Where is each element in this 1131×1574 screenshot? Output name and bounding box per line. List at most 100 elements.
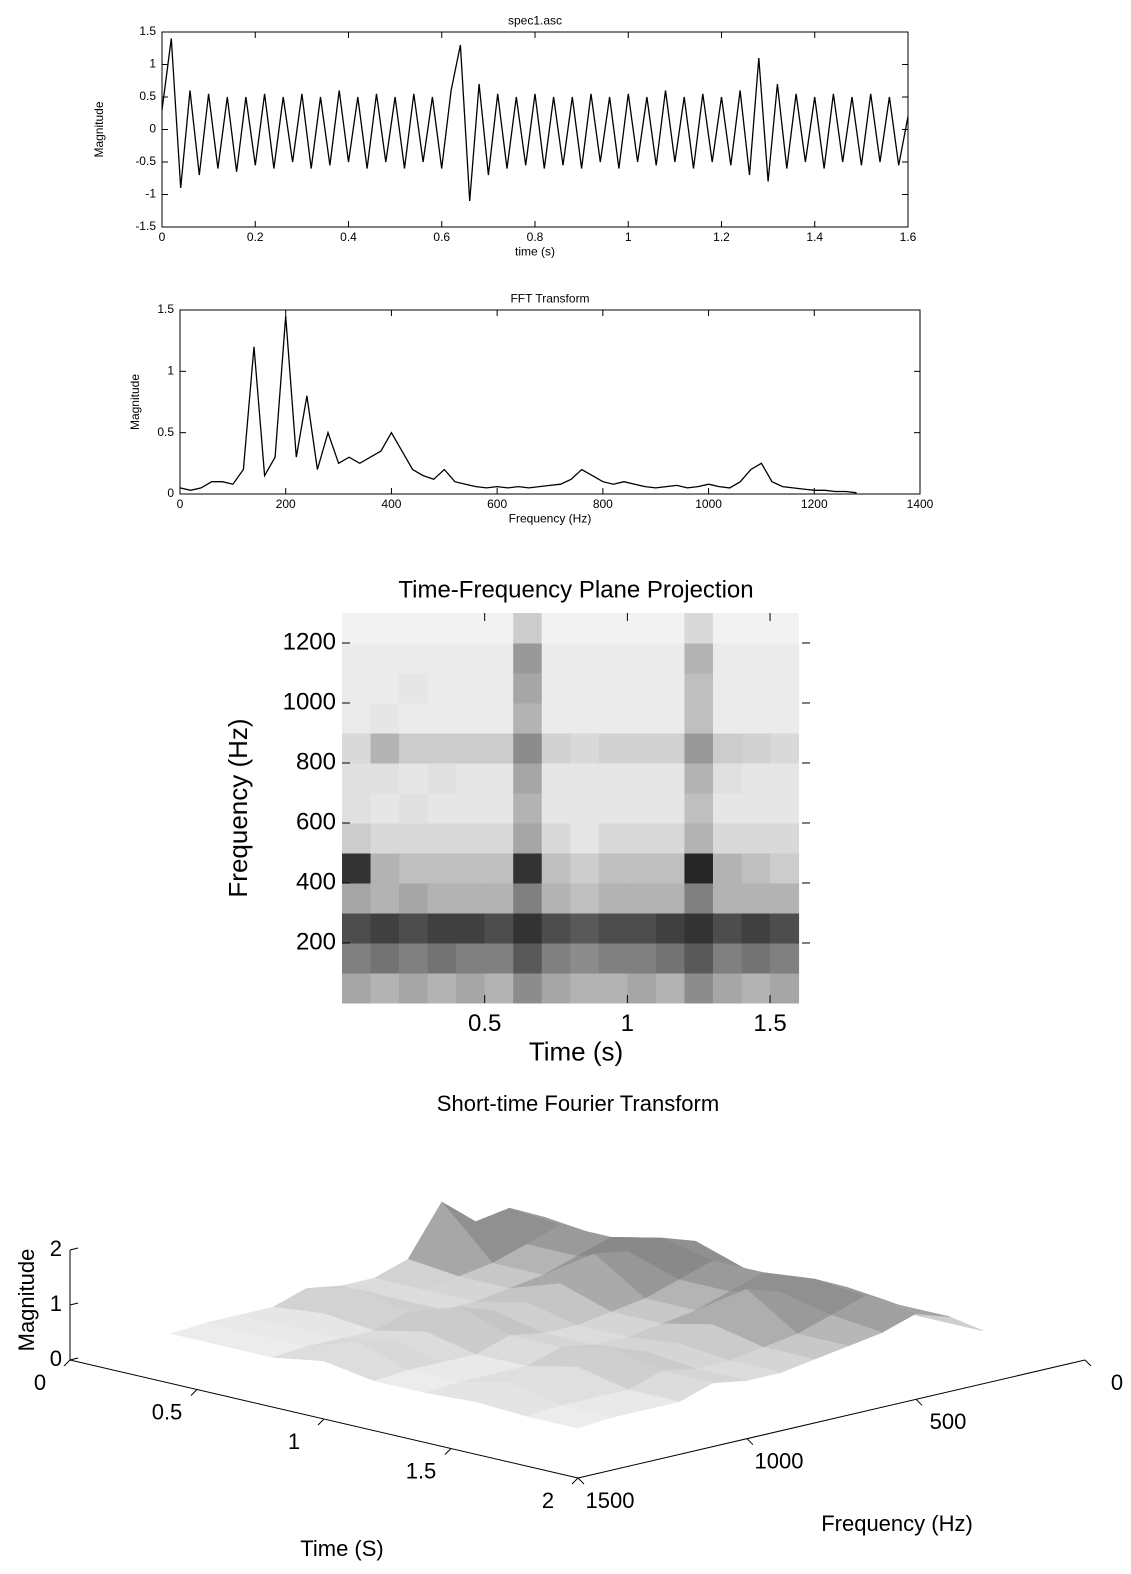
magnitude-tick	[69, 1357, 79, 1361]
heat-cell	[456, 673, 486, 704]
x-tick-label: 1200	[801, 497, 828, 511]
heat-cell	[770, 823, 800, 854]
heat-cell	[627, 913, 657, 944]
heat-cell	[399, 703, 429, 734]
magnitude-tick-label: 1	[50, 1291, 62, 1316]
heat-cell	[484, 613, 514, 644]
heat-cell	[655, 793, 685, 824]
heat-cell	[684, 913, 714, 944]
x-tick-label: 0.4	[340, 230, 357, 244]
x-tick-label: 0	[159, 230, 166, 244]
heat-cell	[712, 973, 743, 1004]
plot-frame	[179, 309, 921, 495]
x-tick-label: 1.2	[713, 230, 730, 244]
heat-cell	[770, 703, 800, 734]
heat-cell	[570, 613, 600, 644]
heat-cell	[627, 793, 657, 824]
heat-cell	[598, 733, 628, 764]
time-tick-label: 0	[34, 1370, 46, 1395]
heat-cell	[370, 973, 400, 1004]
heat-cell	[570, 673, 600, 704]
heat-cell	[627, 853, 657, 884]
magnitude-tick	[69, 1302, 79, 1306]
heat-cell	[627, 883, 657, 914]
heat-cell	[570, 733, 600, 764]
heat-cell	[712, 703, 743, 734]
heat-cell	[541, 733, 571, 764]
heat-cell	[399, 823, 429, 854]
x-tick-label: 0.6	[433, 230, 450, 244]
heat-cell	[342, 973, 372, 1004]
heat-cell	[598, 973, 628, 1004]
heat-cell	[598, 673, 628, 704]
heat-cell	[741, 883, 771, 914]
heat-cell	[484, 643, 514, 674]
heat-cell	[513, 913, 543, 944]
heat-cell	[427, 733, 457, 764]
heat-cell	[370, 823, 400, 854]
y-tick-label: 1	[149, 57, 156, 71]
heat-cell	[456, 913, 486, 944]
heat-cell	[484, 913, 514, 944]
heat-cell	[712, 763, 743, 794]
heat-cell	[399, 853, 429, 884]
heat-cell	[342, 643, 372, 674]
heat-cell	[513, 853, 543, 884]
heat-cell	[342, 853, 372, 884]
heat-cell	[684, 883, 714, 914]
heat-cell	[712, 943, 743, 974]
heat-cell	[655, 703, 685, 734]
heat-cell	[684, 643, 714, 674]
heat-cell	[342, 793, 372, 824]
heat-cell	[513, 643, 543, 674]
surface-patch	[525, 1405, 613, 1429]
y-tick-label: -0.5	[135, 154, 156, 168]
heat-cell	[484, 853, 514, 884]
heat-cell	[427, 943, 457, 974]
heat-cell	[484, 823, 514, 854]
frequency-tick	[746, 1438, 754, 1446]
heat-cell	[712, 823, 743, 854]
heat-cell	[712, 643, 743, 674]
heat-cell	[684, 733, 714, 764]
heat-cell	[370, 913, 400, 944]
heat-cell	[684, 613, 714, 644]
heat-cell	[370, 703, 400, 734]
heat-cell	[541, 613, 571, 644]
heat-cell	[627, 763, 657, 794]
x-axis-label: time (s)	[515, 244, 555, 258]
heat-cell	[684, 823, 714, 854]
heat-cell	[770, 943, 800, 974]
heat-cell	[712, 883, 743, 914]
heat-cell	[570, 883, 600, 914]
heat-cell	[342, 823, 372, 854]
heat-cell	[570, 823, 600, 854]
heat-cell	[598, 913, 628, 944]
x-tick-label: 0.2	[247, 230, 264, 244]
frequency-tick	[915, 1398, 923, 1406]
frequency-tick	[577, 1477, 585, 1485]
x-axis-label: Time (s)	[529, 1036, 623, 1066]
heat-cell	[370, 763, 400, 794]
heat-cell	[741, 733, 771, 764]
x-tick-label: 0.5	[468, 1010, 501, 1037]
heat-cell	[570, 913, 600, 944]
heat-cell	[712, 793, 743, 824]
heat-cell	[399, 763, 429, 794]
frequency-tick-label: 500	[930, 1409, 967, 1434]
heat-cell	[427, 973, 457, 1004]
heat-cell	[684, 763, 714, 794]
heat-cell	[427, 643, 457, 674]
heat-cell	[427, 793, 457, 824]
heat-cell	[427, 673, 457, 704]
heat-cell	[570, 763, 600, 794]
heat-cell	[627, 823, 657, 854]
heat-cell	[399, 793, 429, 824]
heat-cell	[399, 613, 429, 644]
heat-cell	[484, 733, 514, 764]
plot-frame	[161, 31, 909, 228]
heat-cell	[770, 643, 800, 674]
heat-cell	[427, 883, 457, 914]
heat-cell	[541, 763, 571, 794]
